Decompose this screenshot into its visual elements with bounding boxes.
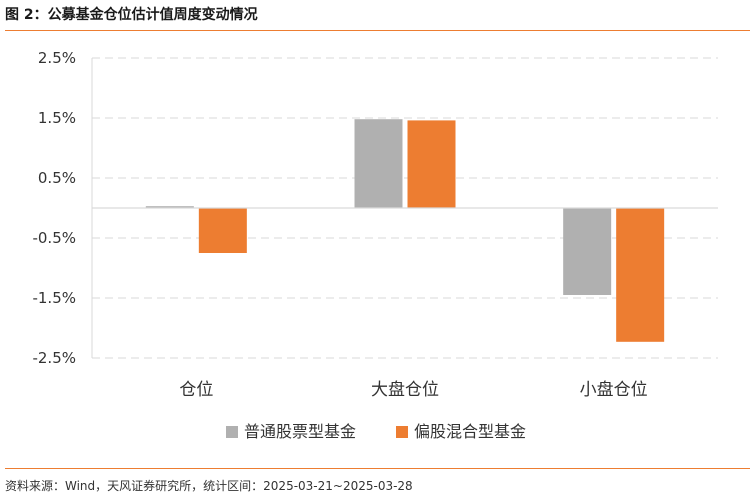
bar xyxy=(145,206,194,208)
y-tick-label: -0.5% xyxy=(32,229,76,247)
y-tick-label: 0.5% xyxy=(38,169,76,187)
bar xyxy=(354,119,403,208)
bar xyxy=(407,120,456,208)
y-tick-label: -1.5% xyxy=(32,289,76,307)
bar xyxy=(616,208,665,342)
legend-label: 普通股票型基金 xyxy=(244,422,356,441)
bar xyxy=(198,208,247,253)
x-tick-label: 小盘仓位 xyxy=(580,380,648,400)
y-tick-label: 2.5% xyxy=(38,49,76,67)
source-rule xyxy=(5,468,750,469)
legend-swatch xyxy=(226,426,238,438)
y-tick-label: -2.5% xyxy=(32,349,76,367)
legend-label: 偏股混合型基金 xyxy=(414,422,526,441)
x-tick-label: 仓位 xyxy=(179,380,213,400)
y-tick-label: 1.5% xyxy=(38,109,76,127)
source-note: 资料来源：Wind，天风证券研究所，统计区间：2025-03-21~2025-0… xyxy=(5,479,413,493)
title-rule xyxy=(5,30,750,31)
legend-swatch xyxy=(396,426,408,438)
figure-title: 图 2：公募基金仓位估计值周度变动情况 xyxy=(5,7,258,23)
bar-chart: 2.5% 1.5% 0.5% -0.5% -1.5% -2.5% 仓位 大盘仓位 小盘仓位普通股… xyxy=(32,49,718,441)
bar xyxy=(563,208,612,295)
x-tick-label: 大盘仓位 xyxy=(371,380,439,400)
